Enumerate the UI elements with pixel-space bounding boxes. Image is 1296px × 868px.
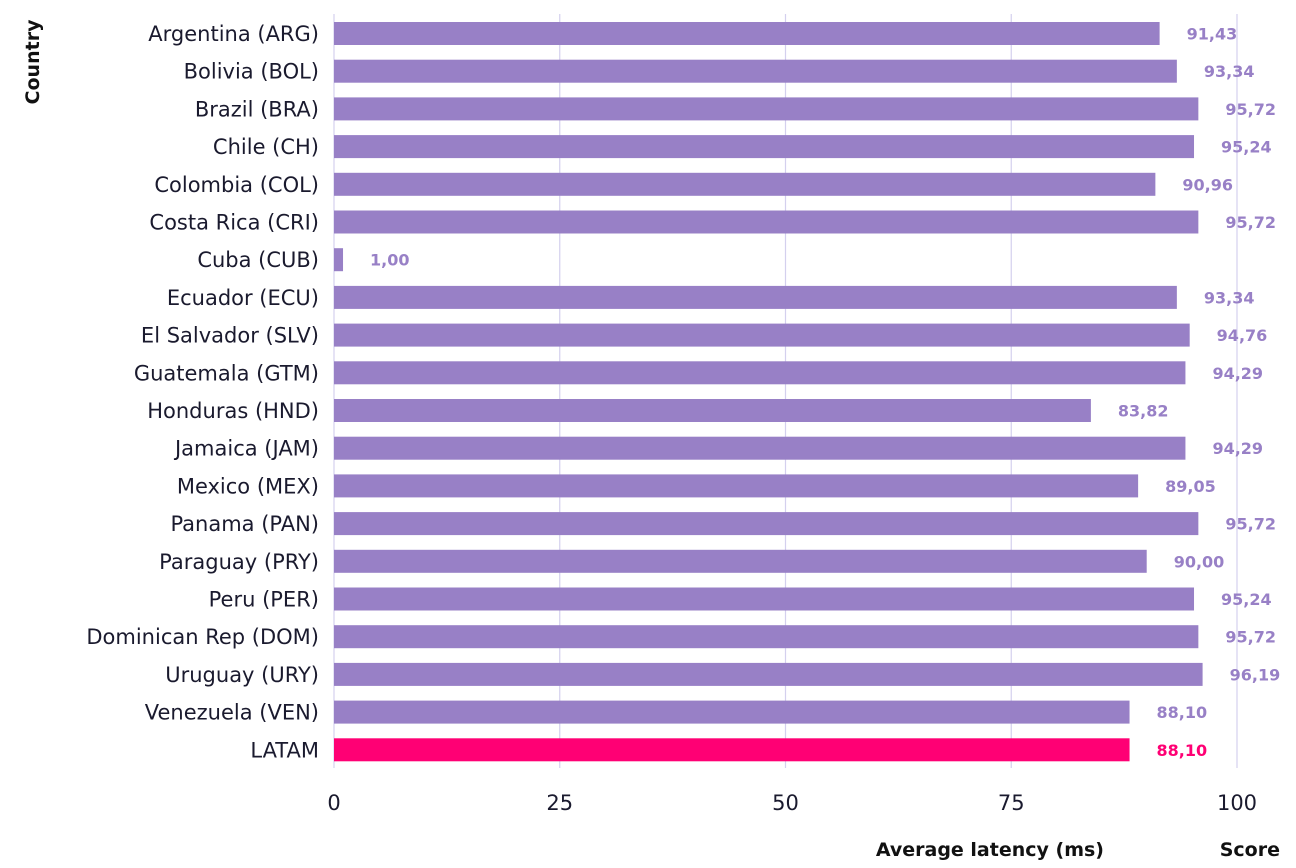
category-label: Peru (PER) — [209, 588, 319, 612]
bar — [334, 512, 1199, 536]
category-label: Uruguay (URY) — [165, 663, 319, 687]
value-label: 93,34 — [1204, 62, 1255, 81]
value-labels: 91,43 93,34 95,72 95,24 90,96 95,72 1,00 93,34 9… — [370, 25, 1280, 760]
bar — [334, 22, 1160, 45]
bar — [334, 587, 1195, 611]
value-label: 83,82 — [1118, 402, 1169, 421]
value-label: 95,72 — [1225, 213, 1276, 232]
bar — [334, 662, 1203, 686]
bar — [334, 436, 1186, 460]
x-axis-secondary-title: Score — [1220, 839, 1280, 861]
value-label: 89,05 — [1165, 477, 1216, 496]
category-label: El Salvador (SLV) — [141, 324, 319, 348]
value-label: 95,24 — [1221, 138, 1272, 157]
value-label: 94,29 — [1212, 364, 1263, 383]
x-tick-label: 100 — [1217, 791, 1257, 815]
x-tick-labels: 0 25 50 75 100 — [327, 791, 1257, 815]
y-axis-title: Country — [22, 19, 44, 105]
category-label: Dominican Rep (DOM) — [86, 625, 319, 649]
category-label: Brazil (BRA) — [195, 97, 319, 121]
bar — [334, 625, 1199, 649]
bar-latam — [334, 738, 1130, 762]
bar — [334, 172, 1156, 196]
category-label: Bolivia (BOL) — [184, 60, 319, 84]
bar — [334, 59, 1177, 83]
value-label: 95,72 — [1225, 515, 1276, 534]
value-label: 90,00 — [1174, 552, 1225, 571]
gridlines — [333, 14, 1238, 768]
bar — [334, 285, 1177, 309]
x-tick-label: 0 — [327, 791, 340, 815]
category-label: Jamaica (JAM) — [173, 437, 319, 461]
bar — [334, 135, 1195, 159]
value-label: 1,00 — [370, 251, 409, 270]
x-tick-label: 75 — [998, 791, 1025, 815]
value-label: 94,76 — [1217, 326, 1268, 345]
value-label: 91,43 — [1187, 25, 1238, 44]
value-label: 94,29 — [1212, 439, 1263, 458]
category-labels: Argentina (ARG) Bolivia (BOL) Brazil (BRA)… — [86, 22, 319, 762]
category-label: LATAM — [250, 738, 319, 762]
category-label: Cuba (CUB) — [197, 248, 319, 272]
bar — [334, 248, 344, 272]
bar — [334, 97, 1199, 121]
category-label: Argentina (ARG) — [148, 22, 319, 46]
x-axis-title: Average latency (ms) — [876, 839, 1104, 861]
category-label: Paraguay (PRY) — [159, 550, 319, 574]
bar — [334, 210, 1199, 234]
value-label: 88,10 — [1157, 703, 1208, 722]
category-label: Chile (CH) — [213, 135, 319, 159]
bar — [334, 323, 1190, 347]
category-label: Panama (PAN) — [170, 512, 319, 536]
bar — [334, 399, 1091, 422]
value-label: 95,24 — [1221, 590, 1272, 609]
x-tick-label: 50 — [772, 791, 799, 815]
value-label: 93,34 — [1204, 288, 1255, 307]
category-label: Guatemala (GTM) — [134, 361, 319, 385]
category-label: Ecuador (ECU) — [167, 286, 319, 310]
value-label: 96,19 — [1230, 665, 1281, 684]
bar — [334, 474, 1139, 498]
value-label: 95,72 — [1225, 628, 1276, 647]
category-label: Colombia (COL) — [154, 173, 319, 197]
bars — [334, 22, 1203, 762]
bar — [334, 361, 1186, 385]
category-label: Mexico (MEX) — [177, 474, 319, 498]
value-label: 95,72 — [1225, 100, 1276, 119]
category-label: Honduras (HND) — [147, 399, 319, 423]
category-label: Venezuela (VEN) — [145, 701, 319, 725]
category-label: Costa Rica (CRI) — [149, 211, 319, 235]
value-label: 88,10 — [1157, 741, 1208, 760]
value-label: 90,96 — [1182, 175, 1233, 194]
bar — [334, 700, 1130, 724]
x-tick-label: 25 — [546, 791, 573, 815]
bar — [334, 549, 1147, 573]
